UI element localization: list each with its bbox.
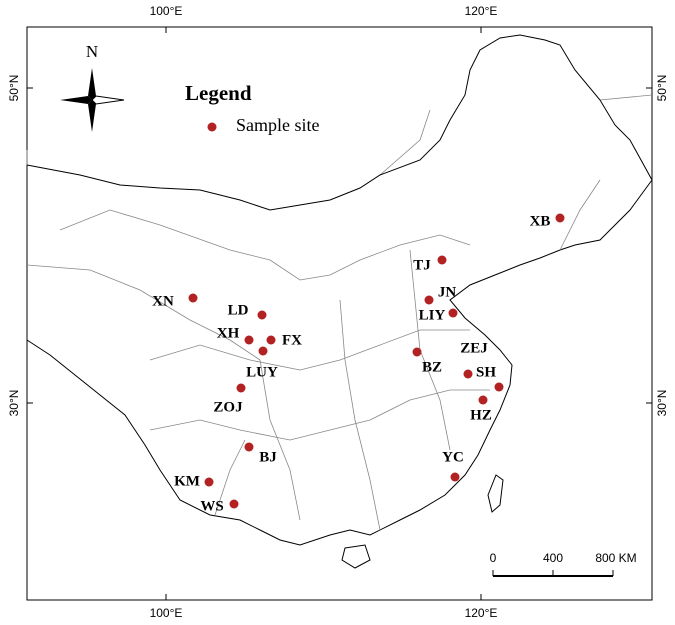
latitude-label: 50°N <box>655 75 669 102</box>
site-marker <box>448 308 458 318</box>
site-marker <box>244 442 254 452</box>
site-marker <box>266 335 276 345</box>
country-outline <box>26 34 653 546</box>
site-label: XN <box>152 293 174 309</box>
site-label: XB <box>530 213 551 229</box>
site-marker <box>412 347 422 357</box>
site-marker <box>188 293 198 303</box>
site-label: XH <box>217 325 240 341</box>
site-label: FX <box>282 332 302 348</box>
site-marker <box>437 255 447 265</box>
site-marker <box>463 369 473 379</box>
site-marker <box>494 382 504 392</box>
legend-title: Legend <box>185 81 252 105</box>
site-label: YC <box>442 449 464 465</box>
scale-label: 400 <box>543 551 563 565</box>
longitude-label: 120°E <box>465 4 498 18</box>
site-label: LUY <box>246 364 278 380</box>
hainan <box>341 544 371 569</box>
latitude-label: 30°N <box>7 390 21 417</box>
north-label: N <box>86 42 98 61</box>
site-label: SH <box>476 364 496 380</box>
site-label: ZEJ <box>460 340 488 356</box>
site-label: WS <box>200 498 223 514</box>
legend-marker <box>207 122 217 132</box>
site-marker <box>229 499 239 509</box>
site-marker <box>450 472 460 482</box>
site-label: LD <box>228 302 249 318</box>
site-marker <box>257 310 267 320</box>
scale-label: 0 <box>490 551 497 565</box>
site-marker <box>204 477 214 487</box>
site-marker <box>424 295 434 305</box>
taiwan <box>487 474 504 513</box>
longitude-label: 100°E <box>150 606 183 620</box>
site-marker <box>236 383 246 393</box>
site-label: LIY <box>419 307 446 323</box>
site-label: TJ <box>413 257 431 273</box>
north-arrow <box>60 68 125 132</box>
latitude-label: 50°N <box>7 75 21 102</box>
site-label: HZ <box>470 407 492 423</box>
graticule-ticks <box>27 27 652 600</box>
site-label: KM <box>174 473 200 489</box>
site-label: BJ <box>259 449 277 465</box>
neighbour-border <box>26 94 653 176</box>
site-marker <box>478 395 488 405</box>
site-label: BZ <box>422 359 442 375</box>
legend-item: Sample site <box>236 115 320 135</box>
latitude-label: 30°N <box>655 390 669 417</box>
map-frame <box>26 26 653 601</box>
site-marker <box>555 213 565 223</box>
longitude-label: 120°E <box>465 606 498 620</box>
site-marker <box>258 346 268 356</box>
site-label: ZOJ <box>213 399 243 415</box>
longitude-label: 100°E <box>150 4 183 18</box>
site-marker <box>244 335 254 345</box>
site-label: JN <box>438 284 457 300</box>
scale-label: 800 KM <box>595 551 636 565</box>
scale-bar <box>492 570 614 577</box>
